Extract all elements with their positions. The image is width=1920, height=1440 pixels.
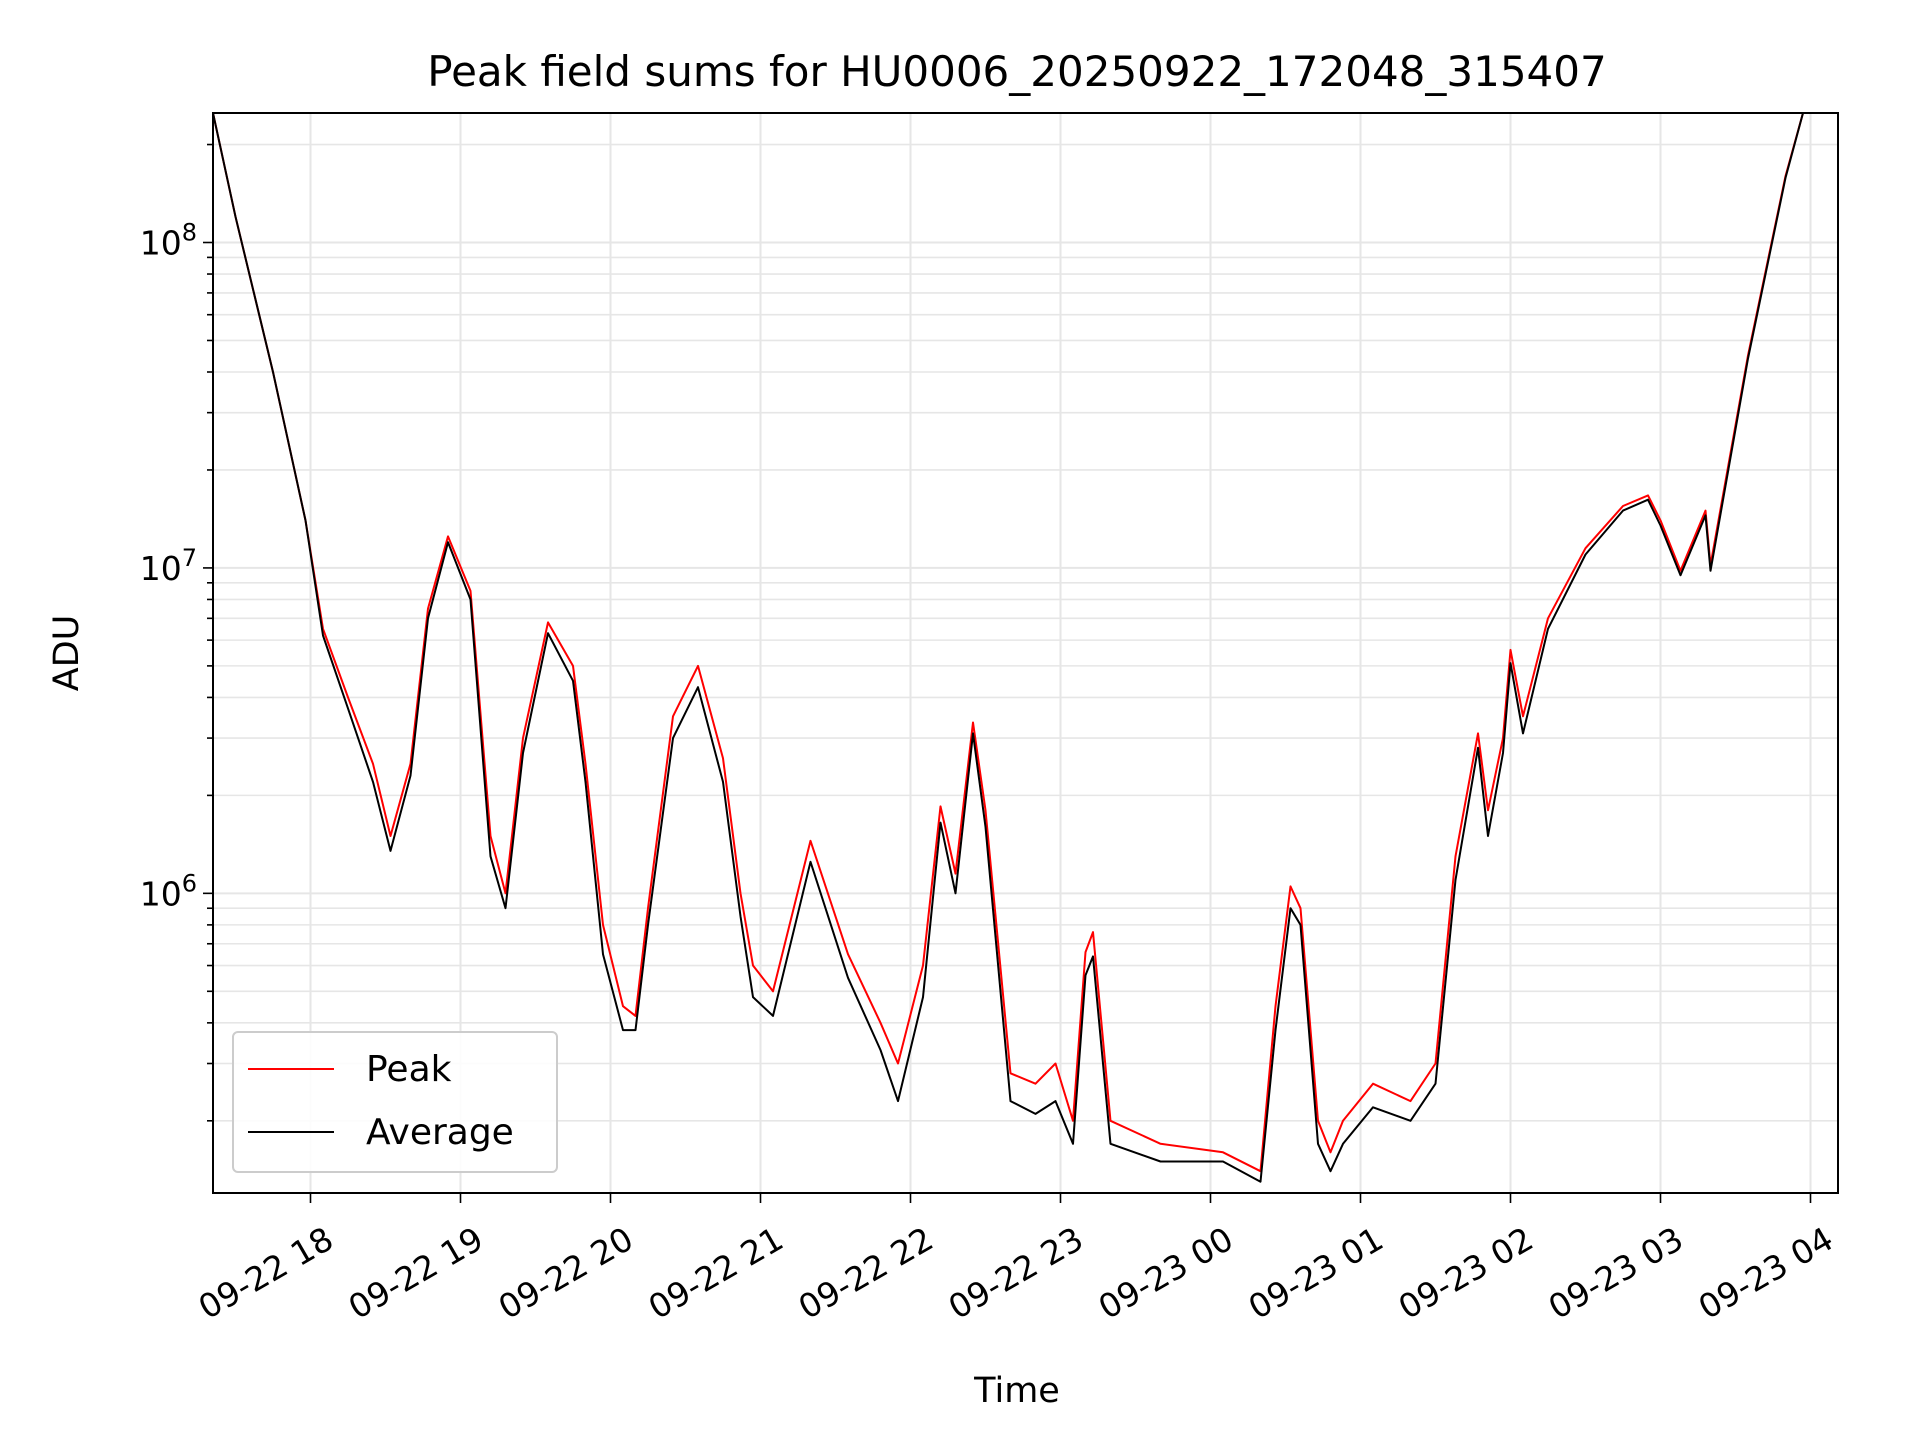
y-axis: 106 107 108 [140, 143, 213, 1122]
y-tick-label: 108 [140, 218, 197, 262]
series-line-peak [213, 113, 1804, 1173]
y-axis-label: ADU [47, 615, 87, 692]
legend-box [232, 1031, 558, 1173]
plot-area [212, 112, 1839, 1194]
legend-label-peak: Peak [366, 1049, 452, 1090]
series-layer [213, 113, 1804, 1183]
grid [213, 113, 1838, 1193]
x-axis-label: Time [973, 1371, 1060, 1411]
y-tick-label: 106 [140, 869, 197, 913]
chart-title: Peak field sums for HU0006_20250922_1720… [427, 47, 1606, 96]
series-line-average [213, 113, 1804, 1183]
y-tick-label: 107 [140, 544, 197, 588]
legend: Peak Average [232, 1031, 558, 1173]
legend-label-average: Average [366, 1112, 514, 1153]
axes-frame [212, 112, 1839, 1194]
